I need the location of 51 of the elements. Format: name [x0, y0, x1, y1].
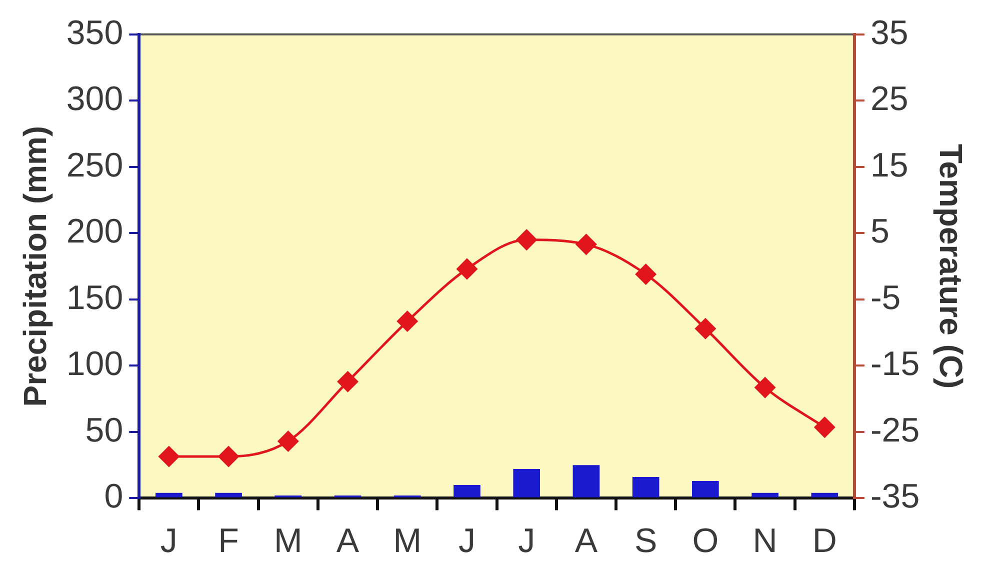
point	[158, 446, 180, 467]
y-axis-title: Precipitation (mm)	[17, 126, 54, 407]
bar	[811, 492, 838, 498]
x-tick-label: N	[752, 522, 778, 560]
point	[456, 258, 478, 280]
point	[636, 264, 656, 284]
x-tick-label: D	[812, 522, 837, 560]
x-tick-label: A	[574, 522, 598, 560]
y2-tick-label: 15	[870, 146, 908, 184]
point	[516, 230, 537, 250]
y2-tick-label: 25	[870, 80, 908, 118]
bar	[752, 492, 778, 498]
point	[278, 430, 298, 452]
y2-tick-label: -35	[870, 478, 920, 516]
bar	[215, 492, 242, 498]
x-tick-label: J	[518, 522, 536, 560]
y-tick-label: 300	[66, 80, 124, 118]
y2-axis-title: Temperature (C)	[932, 144, 969, 389]
y-tick-label: 0	[104, 478, 124, 516]
y-tick-label: 50	[85, 411, 124, 450]
x-tick-label: S	[634, 522, 658, 560]
y-tick-label: 250	[66, 146, 124, 184]
y2-tick-label: 35	[870, 14, 908, 52]
x-tick-label: M	[393, 522, 422, 560]
y2-tick-label: 5	[870, 212, 890, 251]
y-tick-label: 100	[66, 345, 124, 384]
x-tick-label: A	[336, 522, 360, 560]
bar	[572, 465, 600, 498]
bar	[632, 477, 660, 498]
bar	[156, 492, 182, 498]
x-tick-label: F	[218, 522, 239, 560]
x-tick-label: O	[692, 522, 719, 560]
point	[695, 318, 716, 339]
y-tick-label: 150	[66, 278, 124, 317]
point	[338, 371, 358, 392]
point	[218, 446, 239, 467]
bar	[513, 469, 540, 498]
x-tick-label: M	[274, 522, 302, 560]
point	[814, 417, 835, 438]
bar	[454, 484, 480, 498]
y2-tick-label: -15	[870, 345, 920, 384]
point	[576, 234, 596, 255]
y2-tick-label: -5	[870, 278, 901, 317]
x-tick-label: J	[458, 522, 476, 560]
point	[397, 311, 418, 332]
y-tick-label: 200	[66, 212, 124, 251]
bar	[692, 480, 719, 498]
point	[754, 377, 776, 398]
x-tick-label: J	[160, 522, 178, 560]
y-tick-label: 350	[66, 14, 124, 52]
y2-tick-label: -25	[870, 411, 920, 450]
